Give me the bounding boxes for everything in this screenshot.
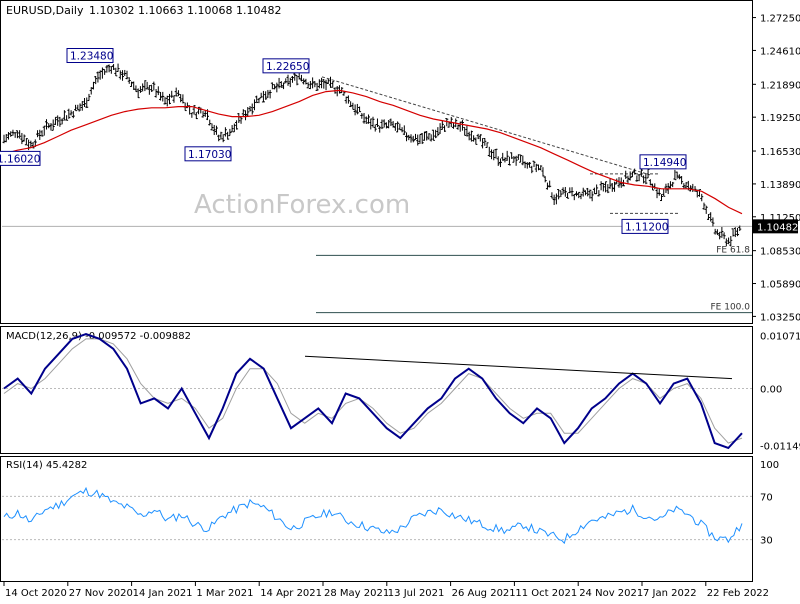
chart-header-symbol: EURUSD,Daily [6,4,84,17]
pane-frames [0,0,753,582]
y-tick-label: 1.16530 [760,147,800,158]
watermark: ActionForex.com [194,190,410,220]
y-tick-label: 1.05890 [760,280,800,291]
price-label-box [66,48,114,64]
rsi-title: RSI(14) 45.4282 [6,460,87,471]
fibonacci-label: FE 100.0 [711,303,751,313]
x-tick-label: 28 May 2021 [324,588,389,599]
y-tick-label: 1.19250 [760,113,800,124]
moving-average-line [3,89,743,215]
rsi-tick-label: 70 [760,492,773,503]
macd-title: MACD(12,26,9) -0.009572 -0.009882 [6,331,191,342]
macd-tick-label: 0.00 [760,385,782,396]
y-tick-label: 1.27250 [760,14,800,25]
price-label-text: 1.23480 [70,51,113,63]
current-price-label: 1.10482 [757,222,798,233]
price-label-text: 1.16020 [0,153,40,165]
macd-trendline [304,355,733,380]
x-tick-label: 27 Nov 2020 [69,588,133,599]
rsi-pane-border [0,456,753,582]
price-labels: 1.23480 1.17030 1.22650 1.14940 1.11200 1.160… [0,48,687,234]
x-tick-label: 14 Jan 2021 [133,588,193,599]
x-tick-label: 7 Jan 2022 [643,588,697,599]
price-label-text: 1.14940 [643,157,686,169]
chart-header-ohlc: 1.10302 1.10663 1.10068 1.10482 [89,4,281,17]
price-label-box [262,58,310,74]
price-label-box [184,146,232,162]
rsi-axis: 100 70 30 [2,460,779,547]
macd-signal-line [3,338,743,444]
x-tick-label: 11 Oct 2021 [515,588,577,599]
macd-tick-label: 0.010719 [760,331,800,342]
rsi-line [3,486,743,545]
y-tick-label: 1.08530 [760,247,800,258]
time-axis: 14 Oct 2020 27 Nov 2020 14 Jan 2021 1 Mar 2… [3,582,769,599]
y-tick-label: 1.21890 [760,80,800,91]
x-tick-label: 24 Nov 2021 [579,588,643,599]
fibonacci-levels: FE 61.8 FE 100.0 [316,245,752,314]
macd-axis: 0.010719 0.00 -0.011499 [2,331,800,453]
x-tick-label: 26 Aug 2021 [452,588,516,599]
price-label-box [621,218,669,234]
x-tick-label: 22 Feb 2022 [707,588,769,599]
fibonacci-label: FE 61.8 [716,245,750,255]
price-label-box [639,154,687,170]
trendlines [321,76,680,214]
price-label-box [0,150,41,166]
x-tick-label: 14 Oct 2020 [5,588,67,599]
moving-average [3,89,743,215]
x-tick-label: 13 Jul 2021 [388,588,445,599]
x-tick-label: 1 Mar 2021 [196,588,253,599]
y-tick-label: 1.11250 [760,213,800,224]
rsi-lines [3,486,743,545]
macd-pane-border [0,326,753,454]
rsi-tick-label: 30 [760,536,773,547]
price-bars [2,63,742,247]
price-label-text: 1.11200 [625,221,668,233]
price-label-text: 1.17030 [188,149,231,161]
y-tick-label: 1.13890 [760,180,800,191]
main-price-axis: 1.27250 1.24610 1.21890 1.19250 1.16530 1.138… [2,14,800,323]
price-label-text: 1.22650 [266,61,309,73]
macd-lines [3,332,743,450]
x-tick-label: 14 Apr 2021 [260,588,322,599]
trendline-dashed [321,76,651,176]
y-tick-label: 1.24610 [760,46,800,57]
macd-line [3,332,743,450]
rsi-tick-label: 100 [760,460,779,471]
macd-tick-label: -0.011499 [760,442,800,453]
current-price-box [753,219,798,234]
y-tick-label: 1.03250 [760,312,800,323]
